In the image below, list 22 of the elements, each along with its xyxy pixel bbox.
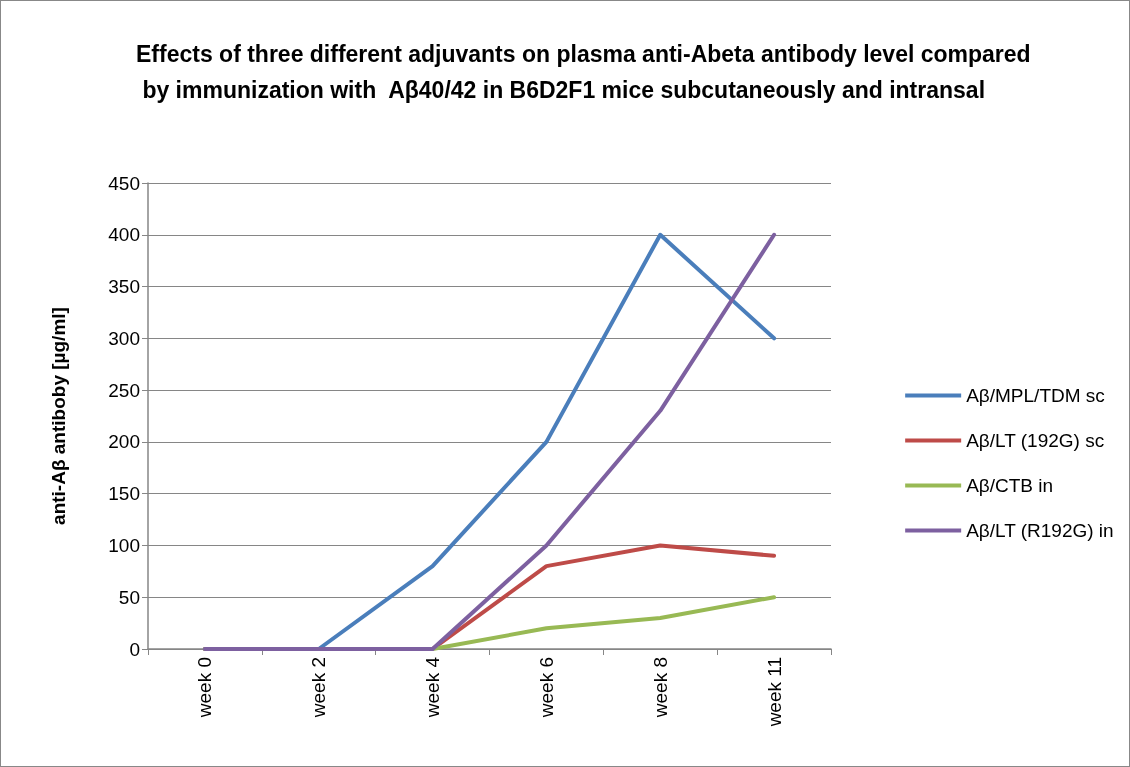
y-tick-label: 450: [108, 172, 140, 194]
y-tick-label: 400: [108, 224, 140, 246]
x-tick-label: week 4: [422, 656, 444, 719]
chart-title: Effects of three different adjuvants on plasma anti-Abeta antibody level compared by immunization with Aβ40/42 in B6D2F1 mice subcutaneously and intransal: [136, 41, 1031, 103]
y-axis-title: anti-Aβ antiboby [µg/ml]: [48, 307, 69, 525]
x-tick-label: week 6: [535, 657, 557, 719]
y-tick-label: 250: [108, 379, 140, 401]
y-tick-label: 0: [129, 638, 140, 660]
legend-label: Aβ/MPL/TDM sc: [966, 385, 1105, 406]
y-tick-label: 350: [108, 276, 140, 298]
y-tick-label: 50: [118, 586, 140, 608]
y-tick-label: 100: [108, 534, 140, 556]
x-tick-label: week 2: [308, 657, 330, 719]
y-tick-label: 300: [108, 327, 140, 349]
legend-label: Aβ/CTB in: [966, 475, 1054, 496]
y-tick-label: 150: [108, 483, 140, 505]
x-tick-label: week 8: [649, 657, 671, 719]
x-tick-label: week 11: [763, 657, 785, 728]
y-tick-label: 200: [108, 431, 140, 453]
x-tick-label: week 0: [194, 657, 216, 719]
legend-label: Aβ/LT (R192G) in: [966, 520, 1114, 541]
legend-label: Aβ/LT (192G) sc: [966, 430, 1105, 451]
